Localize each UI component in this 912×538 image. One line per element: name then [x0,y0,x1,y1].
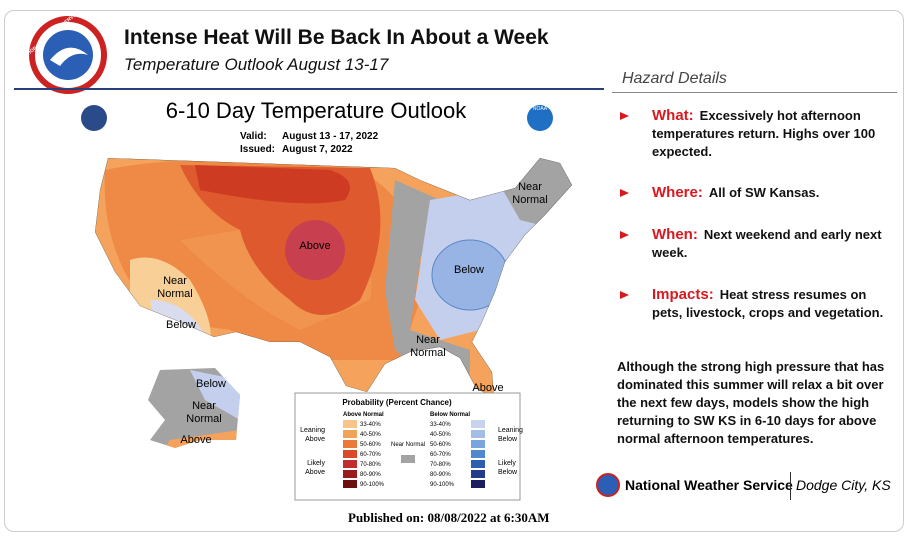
legend-group: Likely Above [305,460,325,476]
hazard-item: Where: All of SW Kansas. [618,184,888,202]
frame [4,10,904,532]
hazard-text: Excessively hot afternoon temperatures r… [652,108,876,159]
legend-bin: 90-100% [430,482,455,488]
hazard-item: Impacts: Heat stress resumes on pets, liv… [618,286,888,322]
published: Published on: 08/08/2022 at 6:30AM [348,510,550,525]
legend-group: Leaning Above [300,427,325,443]
region-label: Above [180,434,211,446]
legend-swatch [343,470,357,478]
legend-bin: 60-70% [430,452,451,458]
legend-swatch [343,460,357,468]
hazard-text: All of SW Kansas. [708,185,820,200]
rule [612,92,897,93]
legend-bin: 70-80% [360,462,381,468]
legend-swatch [471,480,485,488]
legend-swatch [471,470,485,478]
doc-logo [81,105,107,131]
issued: August 7, 2022 [282,144,353,155]
hazard-label: Where: [652,184,703,201]
region-label: Near Normal [186,400,221,425]
summary: Although the strong high pressure that h… [617,359,885,446]
legend-swatch [343,430,357,438]
hazard-heading: Hazard Details [622,70,727,87]
legend-bin: 70-80% [430,462,451,468]
hazard-label: When: [652,226,698,243]
region-label: Near Normal [512,181,547,206]
legend: Probability (Percent Chance) Above Normal… [294,392,523,501]
region-label: Below [454,264,484,276]
legend-bin: 40-50% [360,432,381,438]
legend-bin: 80-90% [360,472,381,478]
legend-below-header: Below Normal [430,412,470,418]
hazard-label: Impacts: [652,286,714,303]
legend-swatch [471,420,485,428]
legend-swatch [343,480,357,488]
rule [14,88,604,90]
hazard-text: Heat stress resumes on pets, livestock, … [652,287,884,320]
legend-bin: 80-90% [430,472,451,478]
legend-bin: 40-50% [430,432,451,438]
hazard-item: When: Next weekend and early next week. [618,226,888,262]
legend-bin: 90-100% [360,482,385,488]
legend-bin: 50-60% [430,442,451,448]
legend-swatch [471,450,485,458]
legend-group: Likely Below [498,460,518,476]
hazard-item: What: Excessively hot afternoon temperatu… [618,107,888,161]
legend-swatch [401,455,415,463]
region-label: Above [299,240,330,252]
legend-bin: 60-70% [360,452,381,458]
region-label: Near Normal [157,275,192,300]
legend-swatch [471,430,485,438]
region-label: Below [196,378,226,390]
hazard-label: What: [652,107,694,124]
region-label: Below [166,319,196,331]
nws-logo-cloud [50,47,88,66]
legend-swatch [343,450,357,458]
legend-swatch [343,440,357,448]
title: Intense Heat Will Be Back In About a Wee… [124,26,549,49]
legend-bin: 50-60% [360,442,381,448]
legend-near: Near Normal [391,442,425,448]
legend-swatch [471,460,485,468]
legend-swatch [343,420,357,428]
legend-bin: 33-40% [360,422,381,428]
subtitle: Temperature Outlook August 13-17 [124,55,389,74]
legend-bin: 33-40% [430,422,451,428]
office: Dodge City, KS [796,477,891,493]
legend-above-header: Above Normal [343,412,384,418]
noaa-logo [527,105,553,131]
legend-group: Leaning Below [498,427,523,443]
region-label: Above [472,382,503,394]
divider [790,472,791,500]
map-title: 6-10 Day Temperature Outlook [166,98,467,123]
valid: August 13 - 17, 2022 [282,131,379,142]
legend-title: Probability (Percent Chance) [342,398,452,407]
agency: National Weather Service [625,477,793,493]
region-label: Near Normal [410,334,445,359]
hazard-text: Next weekend and early next week. [652,227,882,260]
valid-label: Valid: [240,131,267,142]
issued-label: Issued: [240,144,275,155]
noaa-text: NOAA [533,106,548,112]
legend-swatch [471,440,485,448]
